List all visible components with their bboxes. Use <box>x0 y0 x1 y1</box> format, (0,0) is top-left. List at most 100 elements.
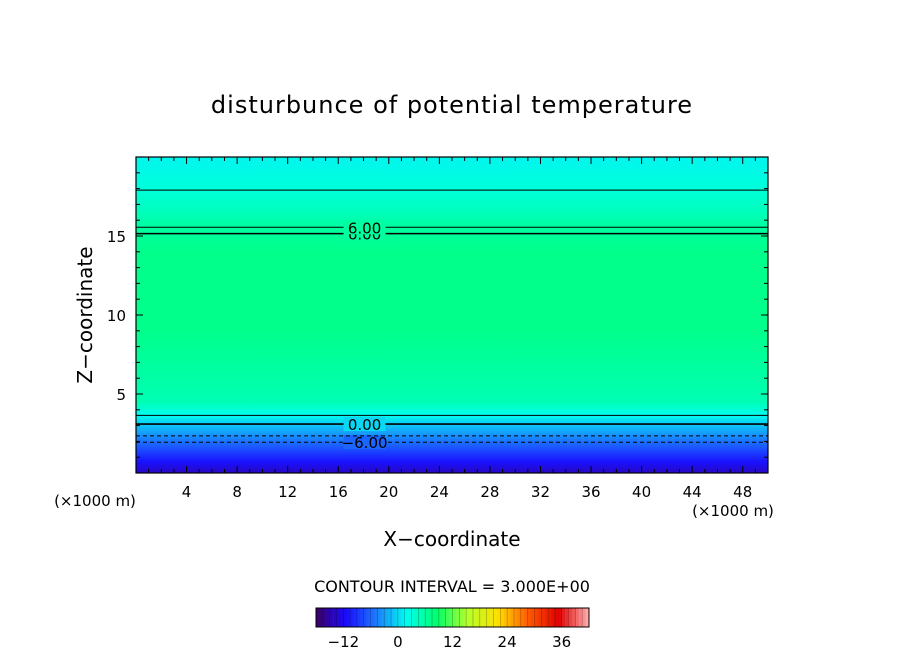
colorbar-segment <box>568 608 573 627</box>
colorbar-segment <box>326 608 330 627</box>
colorbar-segment <box>343 608 348 627</box>
colorbar-segment <box>459 608 464 627</box>
colorbar-segment <box>428 608 433 627</box>
x-tick-label: 16 <box>329 483 348 501</box>
colorbar-segment <box>466 608 470 627</box>
colorbar-segment <box>380 608 385 627</box>
colorbar-segment <box>408 608 412 627</box>
colorbar-segment <box>418 608 423 627</box>
colorbar-segment <box>391 608 395 627</box>
colorbar-segment <box>339 608 344 627</box>
colorbar-segment <box>370 608 375 627</box>
colorbar: −12 0 12 24 36 <box>315 607 590 651</box>
colorbar-segment <box>496 608 501 627</box>
contour-interval-label: CONTOUR INTERVAL = 3.000E+00 <box>314 577 590 596</box>
colorbar-segment <box>575 608 580 627</box>
colorbar-segment <box>476 608 481 627</box>
chart-title: disturbunce of potential temperature <box>211 91 693 119</box>
colorbar-segment <box>356 608 361 627</box>
x-tick-label: 20 <box>379 483 398 501</box>
contour-lines: −6.000.006.006.00 <box>136 189 768 452</box>
colorbar-segment <box>517 608 522 627</box>
colorbar-segment <box>350 608 354 627</box>
colorbar-segment <box>527 608 532 627</box>
y-tick-label: 10 <box>107 307 126 325</box>
colorbar-tick-label: 24 <box>498 633 517 651</box>
y-tick-label: 15 <box>107 228 126 246</box>
colorbar-segment <box>537 608 542 627</box>
colorbar-tick-label: −12 <box>327 633 359 651</box>
x-tick-label: 40 <box>632 483 651 501</box>
colorbar-segment <box>469 608 474 627</box>
colorbar-segment <box>571 608 576 627</box>
colorbar-tick-label: 36 <box>552 633 571 651</box>
colorbar-segment <box>530 608 535 627</box>
colorbar-segment <box>322 608 327 627</box>
colorbar-segment <box>333 608 337 627</box>
colorbar-segment <box>363 608 368 627</box>
colorbar-segment <box>534 608 539 627</box>
y-unit-label: (×1000 m) <box>54 492 136 510</box>
x-tick-label: 28 <box>480 483 499 501</box>
x-axis-label: X−coordinate <box>383 527 520 551</box>
contour-label: 0.00 <box>348 416 381 434</box>
colorbar-segment <box>554 608 559 627</box>
colorbar-segment <box>449 608 453 627</box>
colorbar-segment <box>387 608 392 627</box>
x-tick-label: 48 <box>733 483 752 501</box>
colorbar-segment <box>565 608 569 627</box>
colorbar-segment <box>414 608 419 627</box>
colorbar-segment <box>510 608 515 627</box>
colorbar-segment <box>411 608 416 627</box>
colorbar-segment <box>353 608 358 627</box>
heatmap-field <box>136 157 768 473</box>
colorbar-tick-label: 12 <box>443 633 462 651</box>
colorbar-segment <box>346 608 351 627</box>
y-axis-ticks: 5 10 15 <box>107 156 768 474</box>
colorbar-segment <box>486 608 491 627</box>
colorbar-segment <box>316 608 320 627</box>
colorbar-segment <box>479 608 484 627</box>
y-tick-label: 5 <box>116 386 126 404</box>
x-tick-label: 32 <box>531 483 550 501</box>
colorbar-segment <box>336 608 341 627</box>
colorbar-segment <box>438 608 443 627</box>
colorbar-segment <box>524 608 528 627</box>
colorbar-segment <box>544 608 549 627</box>
colorbar-segment <box>551 608 556 627</box>
x-tick-label: 4 <box>182 483 192 501</box>
colorbar-segment <box>432 608 436 627</box>
plot-area: −6.000.006.006.00 4 8 12 16 20 24 28 32 36 40 44 48… <box>107 156 769 501</box>
colorbar-segment <box>329 608 334 627</box>
contour-label-bg <box>343 435 386 450</box>
colorbar-frame <box>315 607 590 628</box>
contour-label-bg <box>343 417 386 432</box>
colorbar-segment <box>377 608 382 627</box>
x-tick-label: 8 <box>232 483 242 501</box>
colorbar-segment <box>452 608 457 627</box>
colorbar-segment <box>490 608 494 627</box>
colorbar-segment <box>507 608 511 627</box>
colorbar-segment <box>360 608 365 627</box>
colorbar-segment <box>394 608 399 627</box>
colorbar-segment <box>442 608 446 627</box>
x-axis-ticks: 4 8 12 16 20 24 28 32 36 40 44 48 <box>135 157 769 501</box>
colorbar-segment <box>483 608 487 627</box>
colorbar-segment <box>520 608 525 627</box>
x-unit-label: (×1000 m) <box>692 502 774 520</box>
colorbar-segment <box>472 608 477 627</box>
colorbar-segment <box>548 608 552 627</box>
colorbar-segment <box>585 608 590 627</box>
contour-label: −6.00 <box>342 434 388 452</box>
colorbar-segment <box>319 608 324 627</box>
x-tick-label: 24 <box>430 483 449 501</box>
colorbar-segment <box>558 608 562 627</box>
colorbar-segment <box>500 608 504 627</box>
x-tick-label: 44 <box>683 483 702 501</box>
x-tick-label: 12 <box>278 483 297 501</box>
colorbar-segment <box>367 608 371 627</box>
colorbar-segment <box>425 608 429 627</box>
colorbar-segment <box>462 608 467 627</box>
colorbar-segment <box>404 608 409 627</box>
